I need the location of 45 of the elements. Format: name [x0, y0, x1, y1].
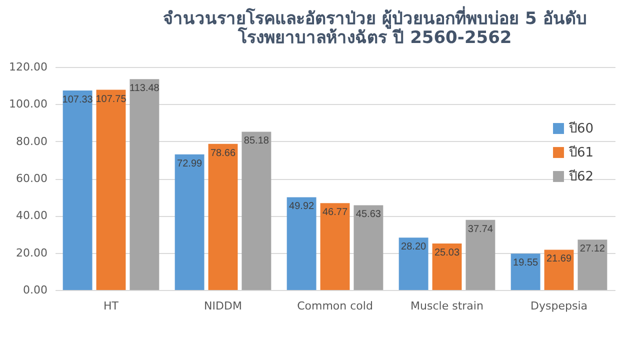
bar	[62, 90, 92, 290]
bar	[466, 220, 496, 290]
bar	[510, 254, 540, 290]
y-tick-label: 0.00	[23, 284, 48, 296]
bar	[432, 243, 462, 290]
data-label: 28.20	[401, 242, 427, 253]
y-tick-label: 80.00	[16, 134, 48, 148]
bar	[320, 203, 350, 290]
bar	[398, 238, 428, 290]
bar	[354, 205, 384, 290]
data-label: 27.12	[580, 244, 606, 255]
bar	[544, 250, 574, 290]
data-label: 78.66	[210, 148, 236, 159]
data-label: 19.55	[513, 258, 539, 269]
text: โรงพยาบาลห้างฉัตร ปี 2560-2562	[238, 28, 512, 48]
data-label: 49.92	[289, 201, 315, 212]
legend-label: ปี60	[568, 120, 594, 136]
y-tick-label: 40.00	[16, 209, 48, 222]
data-label: 25.03	[434, 247, 460, 258]
bar	[286, 197, 316, 290]
bar	[578, 240, 608, 290]
data-label: 37.74	[468, 224, 494, 235]
data-label: 85.18	[244, 136, 270, 147]
y-tick-label: 120.00	[9, 60, 48, 74]
bar	[174, 154, 204, 290]
x-tick-label: HT	[104, 300, 119, 312]
y-tick-label: 100.00	[9, 98, 48, 111]
y-tick-label: 20.00	[16, 246, 48, 260]
bar	[96, 90, 126, 290]
bar	[130, 79, 160, 290]
data-label: 107.33	[62, 94, 94, 106]
data-label: 45.63	[356, 209, 382, 220]
x-tick-label: Muscle strain	[410, 300, 484, 312]
legend-label: ปี61	[568, 144, 594, 160]
y-tick-label: 60.00	[16, 172, 48, 185]
x-tick-label: Dyspepsia	[530, 300, 588, 312]
x-tick-label: NIDDM	[204, 300, 242, 312]
bar	[208, 144, 238, 290]
bar	[242, 132, 272, 290]
x-tick-label: Common cold	[297, 300, 373, 312]
data-label: 72.99	[177, 158, 203, 170]
data-label: 113.48	[130, 83, 160, 94]
legend-label: ปี62	[568, 168, 594, 184]
data-label: 46.77	[322, 207, 348, 218]
data-label: 21.69	[546, 254, 572, 265]
